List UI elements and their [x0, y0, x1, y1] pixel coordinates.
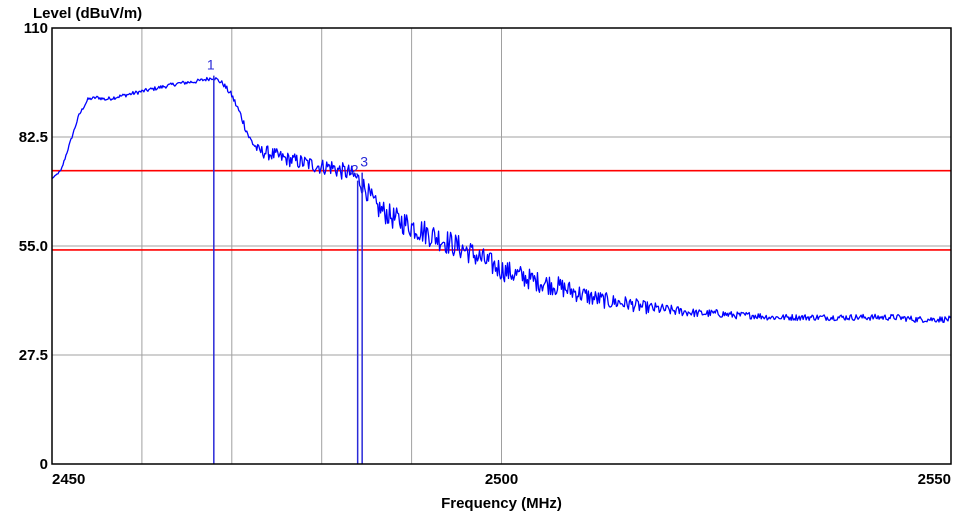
- grid: [51, 28, 952, 464]
- y-axis-title: Level (dBuV/m): [33, 5, 142, 22]
- marker-label-3: 3: [360, 154, 368, 170]
- marker-label-1: 1: [207, 57, 215, 73]
- y-tick-label: 27.5: [19, 347, 48, 364]
- y-tick-label: 110: [24, 20, 48, 37]
- x-axis-title: Frequency (MHz): [441, 495, 562, 512]
- x-tick-label: 2500: [485, 471, 518, 488]
- trace-line: [51, 76, 952, 324]
- x-tick-label: 2450: [52, 471, 85, 488]
- plot-frame: [51, 27, 952, 465]
- y-tick-label: 0: [40, 456, 48, 473]
- y-tick-label: 82.5: [19, 129, 48, 146]
- marker-label-2: 2: [351, 162, 359, 178]
- y-tick-label: 55.0: [19, 238, 48, 255]
- trace-layer: [51, 76, 952, 324]
- x-tick-label: 2550: [918, 471, 951, 488]
- limit-lines: [52, 169, 951, 251]
- tick-labels: 0 27.5 55.0 82.5 110 2450 2500 2550: [19, 20, 951, 488]
- markers: 1 2 3: [207, 57, 368, 464]
